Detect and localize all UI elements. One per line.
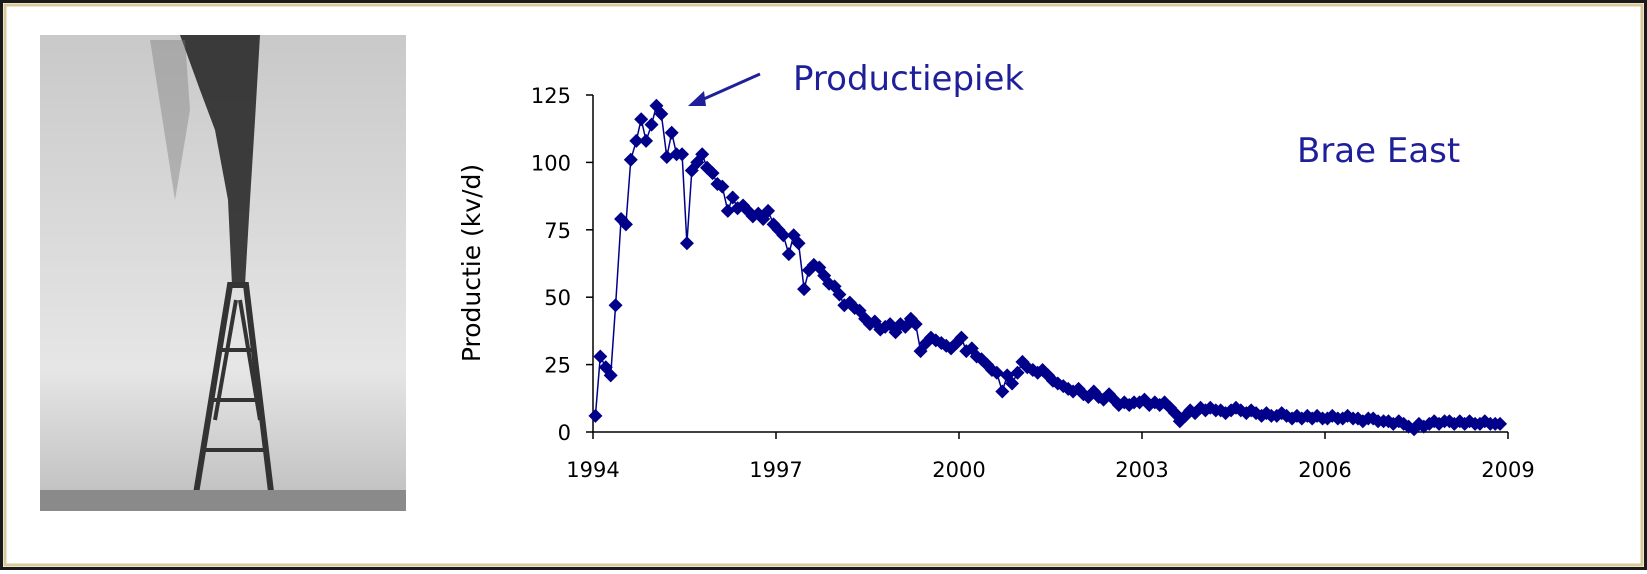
x-tick-label: 2009 [1481, 458, 1534, 482]
marker [639, 133, 654, 148]
marker [679, 236, 694, 251]
marker [715, 179, 730, 194]
annotation: Productiepiek [793, 59, 1024, 99]
marker [659, 150, 674, 165]
y-tick-label: 75 [544, 219, 571, 243]
marker [623, 152, 638, 167]
marker [761, 203, 776, 218]
y-tick-label: 50 [544, 286, 571, 310]
frame-inner [3, 3, 1644, 567]
marker [608, 298, 623, 313]
x-tick-label: 2003 [1115, 458, 1168, 482]
marker [797, 282, 812, 297]
y-tick-label: 100 [531, 151, 571, 175]
marker [989, 365, 1004, 380]
marker [776, 228, 791, 243]
marker [618, 217, 633, 232]
y-axis-label: Productie (kv/d) [457, 164, 486, 362]
marker [1005, 376, 1020, 391]
annotation-arrow [696, 72, 761, 104]
marker [720, 203, 735, 218]
marker [644, 117, 659, 132]
marker [781, 247, 796, 262]
marker [725, 190, 740, 205]
photo [40, 35, 406, 511]
marker [995, 384, 1010, 399]
x-tick-label: 2000 [932, 458, 985, 482]
marker [695, 147, 710, 162]
marker [954, 330, 969, 345]
marker [634, 112, 649, 127]
marker [1493, 416, 1508, 431]
marker [603, 368, 618, 383]
marker [1010, 365, 1025, 380]
annotation: Brae East [1297, 131, 1460, 171]
marker [791, 236, 806, 251]
y-tick-label: 25 [544, 354, 571, 378]
marker [654, 106, 669, 121]
y-tick-label: 125 [531, 84, 571, 108]
marker [593, 349, 608, 364]
arrow-head [688, 91, 706, 106]
marker [588, 408, 603, 423]
marker [675, 147, 690, 162]
marker [664, 125, 679, 140]
marker [629, 133, 644, 148]
y-tick-label: 0 [558, 421, 571, 445]
x-tick-label: 2006 [1298, 458, 1351, 482]
x-tick-label: 1994 [566, 458, 619, 482]
marker [832, 287, 847, 302]
marker [705, 166, 720, 181]
x-tick-label: 1997 [749, 458, 802, 482]
marker [908, 317, 923, 332]
